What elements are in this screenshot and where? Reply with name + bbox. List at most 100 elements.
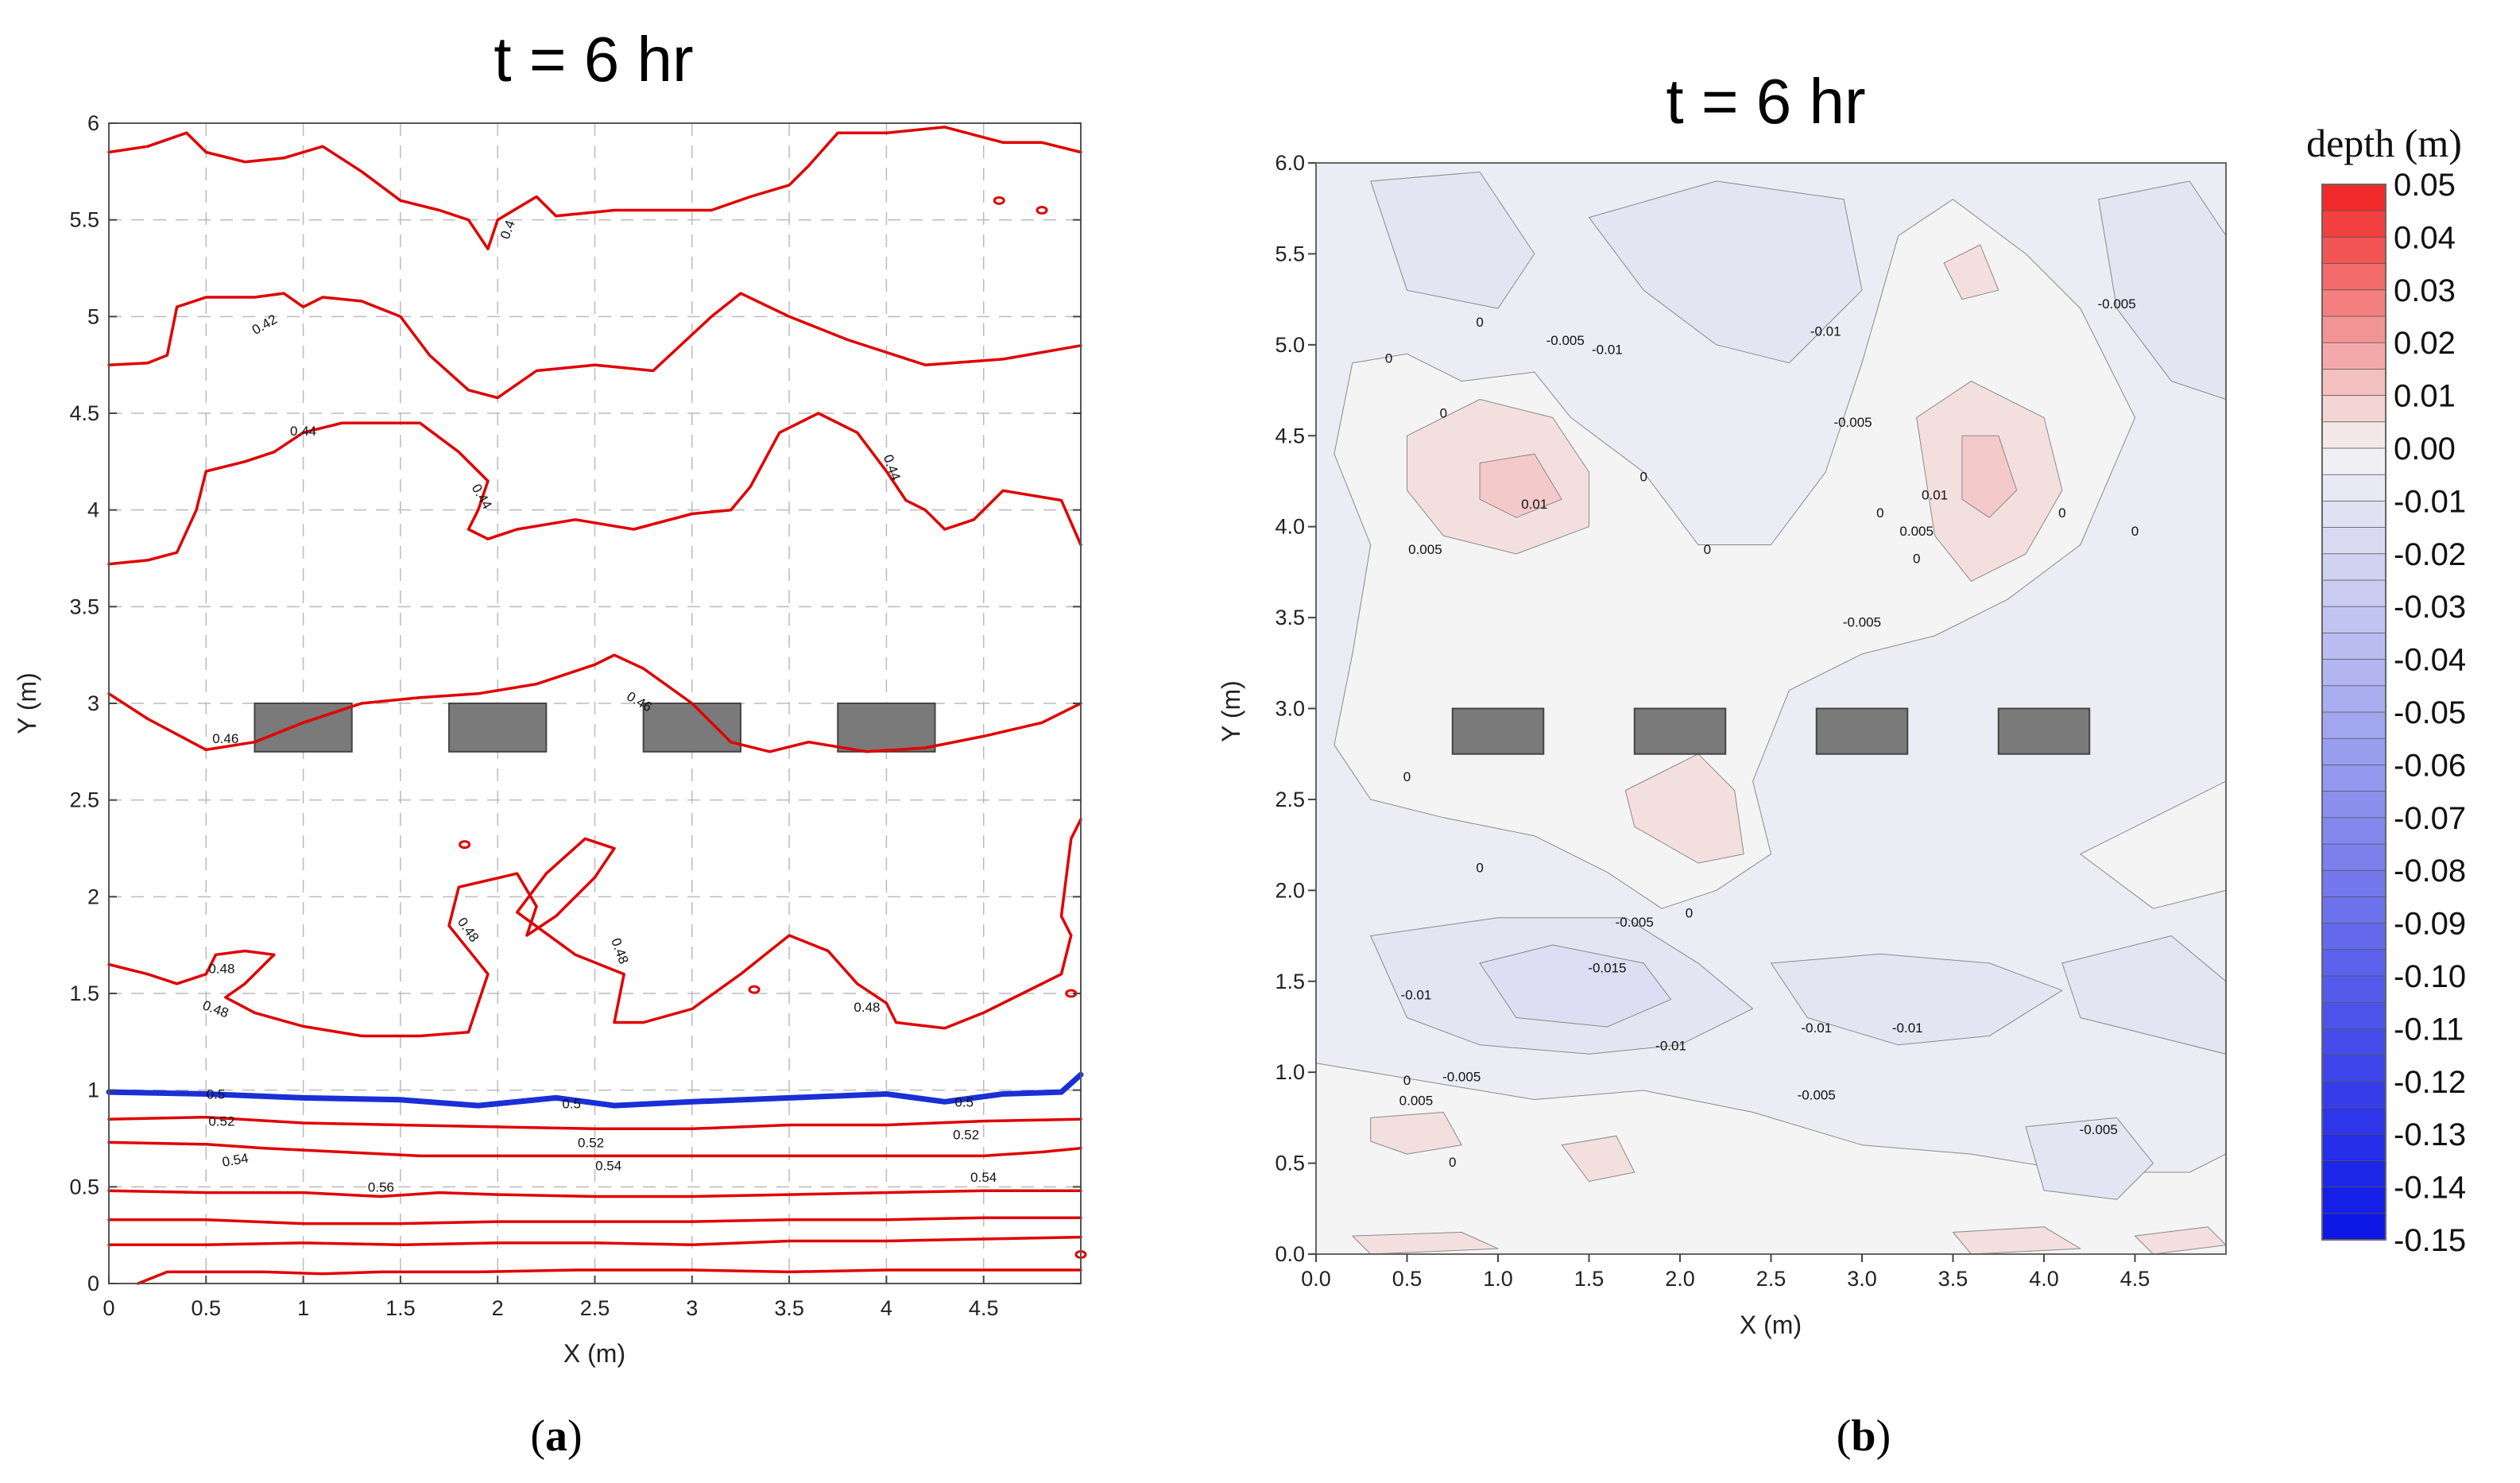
colorbar-swatch xyxy=(2321,447,2386,476)
panel-b-x-tick-label: 2.5 xyxy=(1756,1267,1786,1291)
panel-a-contour-label: 0.54 xyxy=(595,1159,621,1174)
panel-b-depth-region xyxy=(1370,1112,1462,1155)
panel-a-contour-label: 0.52 xyxy=(208,1114,234,1129)
colorbar-swatch xyxy=(2321,184,2386,212)
colorbar-swatch xyxy=(2321,1160,2386,1188)
panel-b-depth-region xyxy=(1479,944,1672,1028)
panel-a-y-tick-label: 2 xyxy=(87,885,99,908)
panel-a-y-tick-label: 5 xyxy=(87,304,99,328)
panel-a-obstacles xyxy=(254,703,936,753)
colorbar-swatch xyxy=(2321,711,2386,740)
panel-b-x-tick-label: 0.5 xyxy=(1392,1267,1423,1291)
panel-a-x-tick-label: 4 xyxy=(881,1296,892,1320)
panel-b-depth-region xyxy=(1771,953,2063,1046)
panel-b-depth-region xyxy=(1561,1135,1635,1182)
colorbar-swatch xyxy=(2321,1055,2386,1082)
panel-a-axis-ticks: 0 0.5 1 1.5 2 2.5 3 3.5 4 4.5 0 0.5 1 1.5 2 2.5 3 3.5 4 4.5… xyxy=(69,111,1081,1320)
panel-b-x-tick-label: 1.5 xyxy=(1574,1267,1605,1291)
colorbar-swatch xyxy=(2321,1001,2386,1030)
colorbar-swatch xyxy=(2321,342,2386,370)
colorbar-title: depth (m) xyxy=(2306,121,2462,165)
panel-b-contour-label: 0 xyxy=(1440,405,1447,420)
panel-a-x-tick-label: 4.5 xyxy=(969,1296,999,1320)
panel-b-contour-label: -0.005 xyxy=(2097,296,2135,312)
panel-b-contour-label: 0 xyxy=(2131,524,2139,539)
colorbar-tick-label: -0.01 xyxy=(2394,484,2466,519)
panel-b-contour-label: -0.015 xyxy=(1588,960,1626,975)
colorbar-tick-label: 0.04 xyxy=(2394,220,2456,255)
panel-b-depth-region xyxy=(2080,780,2226,909)
colorbar-swatch xyxy=(2321,395,2386,423)
panel-b-depth-region xyxy=(1316,1063,2226,1254)
panel-a-y-tick-label: 4.5 xyxy=(69,401,99,425)
panel-b-contour-label: -0.01 xyxy=(1655,1039,1686,1054)
panel-b-axis-ticks: 0.0 0.5 1.0 1.5 2.0 2.5 3.0 3.5 4.0 4.5 0.0 0.5 1.0 1… xyxy=(1275,151,2150,1291)
colorbar-swatch xyxy=(2321,685,2386,713)
panel-b-x-tick-label: 3.0 xyxy=(1847,1267,1877,1291)
panel-b-contour-label: -0.005 xyxy=(1843,615,1881,630)
panel-a-obstacle-block xyxy=(642,703,741,753)
panel-b-contour-label: 0 xyxy=(1476,315,1483,330)
panel-a-contour-label: 0.5 xyxy=(954,1094,974,1109)
colorbar-swatch xyxy=(2321,606,2386,634)
panel-b-contour-labels: 0 -0.005 -0.01 -0.01 -0.005 0 0 0 0.01 0.005 -0.00… xyxy=(1385,296,2139,1170)
panel-b-y-tick-label: 1.0 xyxy=(1275,1060,1305,1084)
panel-a-y-tick-label: 1 xyxy=(87,1078,99,1102)
colorbar-tick-label: 0.01 xyxy=(2394,379,2456,414)
colorbar-swatch xyxy=(2321,791,2386,819)
panel-b-contour-label: 0 xyxy=(1403,1073,1411,1088)
colorbar-tick-label: -0.02 xyxy=(2394,537,2466,572)
colorbar-swatch xyxy=(2321,1213,2386,1241)
panel-b-depth-region xyxy=(2061,935,2226,1055)
panel-a-x-tick-label: 3.5 xyxy=(774,1296,804,1320)
colorbar-swatch xyxy=(2321,659,2386,687)
panel-a-contour-line-0_48 xyxy=(107,818,1082,1038)
panel-a-small-contour-loop xyxy=(993,196,1005,205)
panel-a-contour-label: 0.44 xyxy=(290,424,316,439)
colorbar-swatch xyxy=(2321,975,2386,1004)
panel-a-x-tick-label: 2.5 xyxy=(580,1296,610,1320)
panel-b-contour-label: -0.005 xyxy=(1833,415,1872,430)
colorbar-tick-label: -0.07 xyxy=(2394,801,2466,836)
colorbar-tick-label: -0.11 xyxy=(2394,1012,2464,1047)
panel-b-depth-region xyxy=(2135,1226,2226,1254)
panel-a-contour-label: 0.56 xyxy=(368,1179,394,1195)
panel-b-contour-label: -0.005 xyxy=(1798,1087,1836,1102)
panel-a-y-tick-label: 4 xyxy=(87,498,99,522)
colorbar-swatch xyxy=(2321,949,2386,977)
panel-a-contour-line-0_6 xyxy=(107,1235,1082,1247)
panel-b-y-tick-label: 4.5 xyxy=(1275,424,1305,447)
colorbar-swatch xyxy=(2321,843,2386,872)
colorbar-swatch xyxy=(2321,765,2386,792)
panel-a-contour-label: 0.54 xyxy=(970,1170,997,1185)
panel-b-contour-label: 0 xyxy=(1704,542,1711,557)
panel-a-contour-label: 0.48 xyxy=(854,1000,880,1015)
colorbar-swatch xyxy=(2321,1107,2386,1136)
colorbar-tick-labels: 0.05 0.04 0.03 0.02 0.01 0.00 -0.01 -0.02 -0.03 -… xyxy=(2394,168,2466,1258)
colorbar-frame xyxy=(2321,184,2386,1241)
colorbar-swatch xyxy=(2321,553,2386,581)
panel-b-y-tick-label: 1.5 xyxy=(1275,970,1305,993)
panel-a-x-tick-label: 2 xyxy=(492,1296,504,1320)
panel-b-x-tick-label: 3.5 xyxy=(1938,1267,1968,1291)
panel-a-contour-label: 0.52 xyxy=(953,1128,979,1143)
panel-b-y-tick-label: 4.0 xyxy=(1275,515,1305,539)
panel-a-obstacle-block xyxy=(448,703,548,753)
colorbar-tick-label: -0.08 xyxy=(2394,854,2466,889)
panel-a-small-contour-loop xyxy=(748,985,761,994)
panel-b-obstacle-block xyxy=(1997,707,2091,755)
panel-a-contour-label: 0.5 xyxy=(562,1097,581,1112)
panel-b-y-tick-label: 2.5 xyxy=(1275,788,1305,811)
panel-b-depth-region xyxy=(1589,180,1863,364)
panel-a-y-tick-label: 1.5 xyxy=(69,982,99,1005)
panel-b-y-tick-label: 0.5 xyxy=(1275,1152,1305,1175)
panel-a-y-axis-label: Y (m) xyxy=(13,672,41,734)
panel-b-y-tick-label: 3.0 xyxy=(1275,697,1305,721)
panel-b-contour-label: 0 xyxy=(1449,1155,1456,1170)
panel-b-depth-region xyxy=(1352,1232,1499,1254)
panel-b-title: t = 6 hr xyxy=(1666,66,1865,137)
colorbar-swatch xyxy=(2321,263,2386,291)
panel-b-contour-label: 0 xyxy=(1476,860,1483,875)
panel-b-x-tick-label: 1.0 xyxy=(1483,1267,1513,1291)
panel-b-x-tick-label: 0.0 xyxy=(1301,1267,1331,1291)
